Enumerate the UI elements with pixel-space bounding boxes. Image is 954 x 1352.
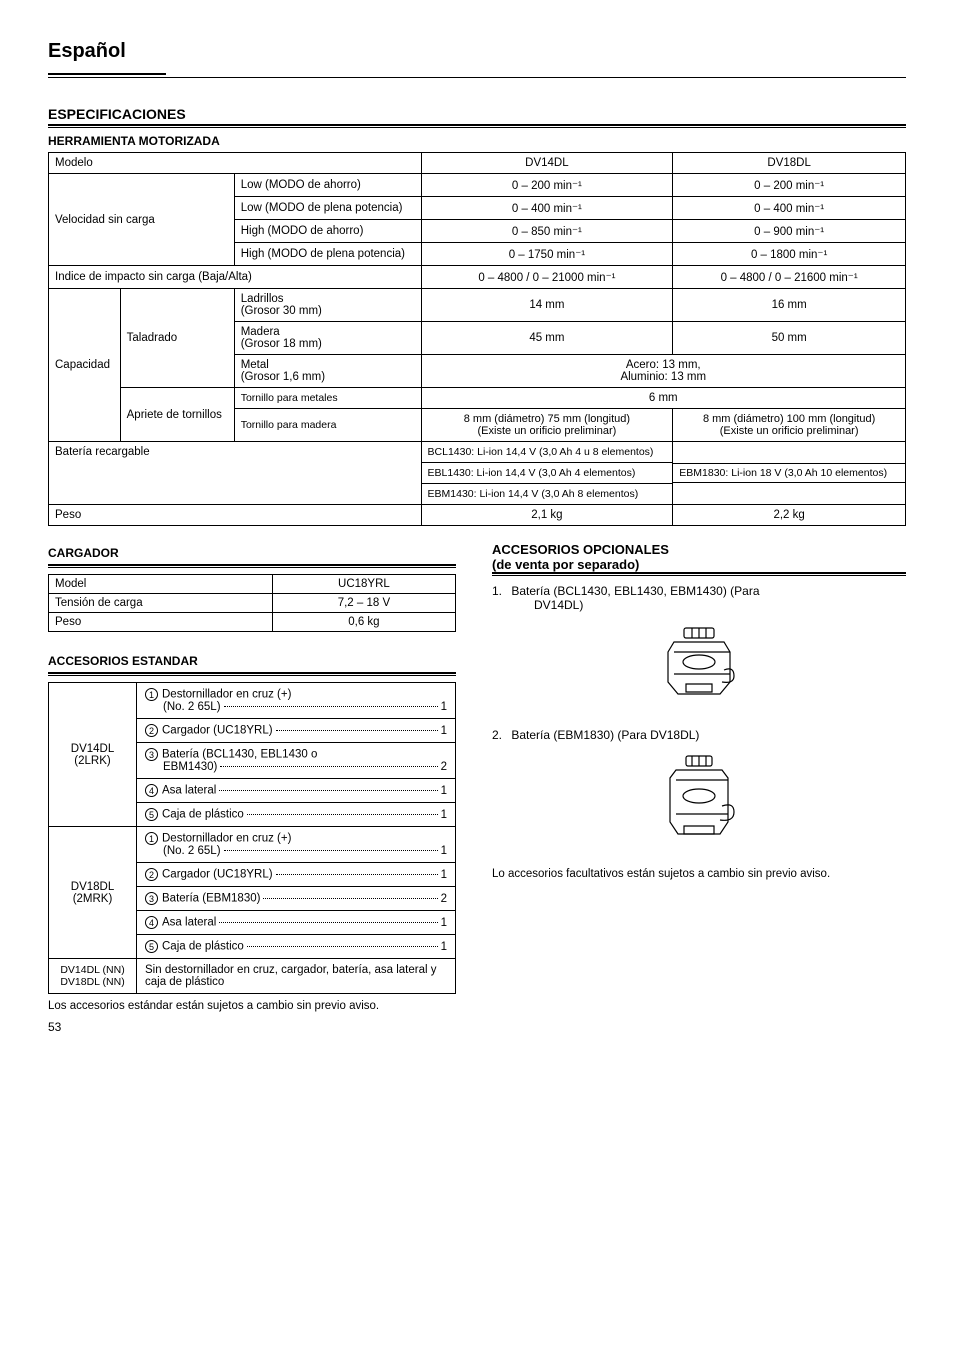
val-low-ahorro-18: 0 – 200 min⁻¹	[673, 174, 906, 197]
val-high-ahorro-14: 0 – 850 min⁻¹	[421, 220, 673, 243]
val-t-metales: 6 mm	[421, 388, 905, 409]
acc-estandar-note: Los accesorios estándar están sujetos a …	[48, 1000, 456, 1012]
lang-rule	[48, 77, 906, 78]
row-t-metales: Tornillo para metales	[234, 388, 421, 409]
espec-rule-1	[48, 124, 906, 126]
row-high-ahorro: High (MODO de ahorro)	[234, 220, 421, 243]
opt-2-num: 2.	[492, 728, 508, 742]
val-peso-18: 2,2 kg	[673, 505, 906, 526]
val-t-madera-14: 8 mm (diámetro) 75 mm (longitud) (Existe…	[421, 409, 673, 442]
row-taladrado: Taladrado	[120, 289, 234, 388]
cargador-rule-2	[48, 567, 456, 568]
acc-item: 1Destornillador en cruz (+)(No. 2 65L)1	[137, 827, 456, 863]
row-madera: Madera (Grosor 18 mm)	[234, 322, 421, 355]
acc-est-rule-2	[48, 675, 456, 676]
val-ladrillos-18: 16 mm	[673, 289, 906, 322]
row-modelo: Modelo	[49, 153, 422, 174]
val-ladrillos-14: 14 mm	[421, 289, 673, 322]
espec-title: ESPECIFICACIONES	[48, 106, 906, 122]
row-low-plena: Low (MODO de plena potencia)	[234, 197, 421, 220]
acc-model-cell: DV14DL (2LRK)	[49, 683, 137, 827]
acc-item: 2Cargador (UC18YRL)1	[137, 719, 456, 743]
cargador-rule-1	[48, 564, 456, 566]
acc-item-nn: Sin destornillador en cruz, cargador, ba…	[137, 959, 456, 994]
charger-table: Model UC18YRL Tensión de carga 7,2 – 18 …	[48, 574, 456, 632]
herramienta-title: HERRAMIENTA MOTORIZADA	[48, 134, 906, 148]
val-low-ahorro-14: 0 – 200 min⁻¹	[421, 174, 673, 197]
val-indice-18: 0 – 4800 / 0 – 21600 min⁻¹	[673, 266, 906, 289]
opt-1-label: Batería (BCL1430, EBL1430, EBM1430) (Par…	[511, 584, 759, 598]
row-apriete: Apriete de tornillos	[120, 388, 234, 442]
spec-table: Modelo DV14DL DV18DL Velocidad sin carga…	[48, 152, 906, 526]
acc-item: 3Batería (BCL1430, EBL1430 oEBM1430)2	[137, 743, 456, 779]
row-metal: Metal (Grosor 1,6 mm)	[234, 355, 421, 388]
acc-item: 1Destornillador en cruz (+)(No. 2 65L)1	[137, 683, 456, 719]
val-high-ahorro-18: 0 – 900 min⁻¹	[673, 220, 906, 243]
optional-list: 1. Batería (BCL1430, EBL1430, EBM1430) (…	[492, 584, 906, 852]
val-madera-14: 45 mm	[421, 322, 673, 355]
row-velocidad: Velocidad sin carga	[49, 174, 235, 266]
battery-icon-2	[654, 752, 744, 852]
acc-opcionales-sub: (de venta por separado)	[492, 557, 906, 572]
val-bateria-14-2: EBL1430: Li-ion 14,4 V (3,0 Ah 4 element…	[421, 463, 673, 484]
opt-2-label: Batería (EBM1830) (Para DV18DL)	[511, 728, 699, 742]
col-dv14: DV14DL	[421, 153, 673, 174]
acc-opt-rule-1	[492, 572, 906, 574]
row-t-madera: Tornillo para madera	[234, 409, 421, 442]
row-bateria: Batería recargable	[49, 442, 422, 505]
charger-peso-val: 0,6 kg	[272, 613, 455, 632]
acc-opt-rule-2	[492, 575, 906, 576]
acc-item: 4Asa lateral1	[137, 779, 456, 803]
page-number: 53	[48, 1020, 456, 1034]
row-indice: Indice de impacto sin carga (Baja/Alta)	[49, 266, 422, 289]
charger-peso-label: Peso	[49, 613, 273, 632]
val-bateria-18: EBM1830: Li-ion 18 V (3,0 Ah 10 elemento…	[673, 463, 905, 483]
charger-tension-label: Tensión de carga	[49, 594, 273, 613]
acc-opcionales-title: ACCESORIOS OPCIONALES	[492, 542, 906, 557]
charger-model-val: UC18YRL	[272, 575, 455, 594]
battery-icon-1	[654, 622, 744, 712]
lang-header: Español	[48, 40, 166, 75]
val-peso-14: 2,1 kg	[421, 505, 673, 526]
acc-est-rule-1	[48, 672, 456, 674]
charger-model-label: Model	[49, 575, 273, 594]
acc-item: 4Asa lateral1	[137, 911, 456, 935]
acc-item: 2Cargador (UC18YRL)1	[137, 863, 456, 887]
row-peso: Peso	[49, 505, 422, 526]
col-dv18: DV18DL	[673, 153, 906, 174]
acc-opcionales-note: Lo accesorios facultativos están sujetos…	[492, 868, 906, 880]
row-low-ahorro: Low (MODO de ahorro)	[234, 174, 421, 197]
val-metal: Acero: 13 mm, Aluminio: 13 mm	[421, 355, 905, 388]
val-t-madera-18: 8 mm (diámetro) 100 mm (longitud) (Exist…	[673, 409, 906, 442]
val-bateria-14-1: BCL1430: Li-ion 14,4 V (3,0 Ah 4 u 8 ele…	[421, 442, 673, 463]
val-high-plena-14: 0 – 1750 min⁻¹	[421, 243, 673, 266]
row-ladrillos: Ladrillos (Grosor 30 mm)	[234, 289, 421, 322]
val-low-plena-18: 0 – 400 min⁻¹	[673, 197, 906, 220]
acc-table: DV14DL (2LRK)1Destornillador en cruz (+)…	[48, 682, 456, 994]
cargador-title: CARGADOR	[48, 546, 456, 560]
row-capacidad: Capacidad	[49, 289, 121, 442]
acc-item: 5Caja de plástico1	[137, 803, 456, 827]
opt-1-indent: DV14DL)	[492, 598, 906, 612]
val-low-plena-14: 0 – 400 min⁻¹	[421, 197, 673, 220]
val-indice-14: 0 – 4800 / 0 – 21000 min⁻¹	[421, 266, 673, 289]
opt-1-num: 1.	[492, 584, 508, 598]
row-high-plena: High (MODO de plena potencia)	[234, 243, 421, 266]
acc-item: 5Caja de plástico1	[137, 935, 456, 959]
acc-model-cell: DV18DL (2MRK)	[49, 827, 137, 959]
espec-rule-2	[48, 127, 906, 128]
val-high-plena-18: 0 – 1800 min⁻¹	[673, 243, 906, 266]
charger-tension-val: 7,2 – 18 V	[272, 594, 455, 613]
acc-estandar-title: ACCESORIOS ESTANDAR	[48, 654, 456, 668]
val-bateria-18-blank: EBM1830: Li-ion 18 V (3,0 Ah 10 elemento…	[673, 442, 906, 505]
acc-item: 3Batería (EBM1830)2	[137, 887, 456, 911]
val-madera-18: 50 mm	[673, 322, 906, 355]
acc-model-cell-nn: DV14DL (NN) DV18DL (NN)	[49, 959, 137, 994]
val-bateria-14-3: EBM1430: Li-ion 14,4 V (3,0 Ah 8 element…	[421, 484, 673, 505]
